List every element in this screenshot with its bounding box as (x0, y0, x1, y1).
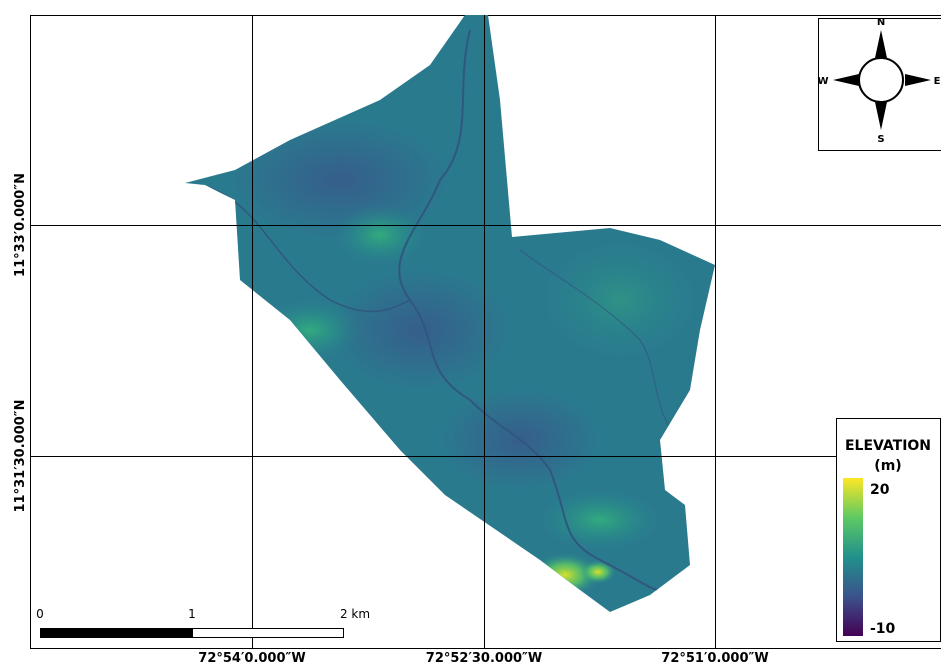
compass-label: N (877, 17, 885, 28)
legend: ELEVATION (m) 20 -10 (837, 419, 941, 642)
legend-max: 20 (870, 482, 890, 498)
scale-label: 0 (36, 607, 44, 621)
compass-label: E (934, 76, 941, 87)
legend-min: -10 (870, 621, 896, 637)
compass-label: W (817, 76, 828, 87)
latitude-label: 11°31′30.000″N (13, 400, 28, 513)
legend-unit: (m) (874, 458, 901, 474)
compass-label: S (877, 134, 884, 145)
scale-label: 2 km (340, 607, 370, 621)
longitude-label: 72°54′0.000″W (198, 651, 305, 664)
map-page: 72°54′0.000″W 72°52′30.000″W 72°51′0.000… (0, 0, 941, 664)
longitude-label: 72°51′0.000″W (661, 651, 768, 664)
color-ramp (843, 478, 863, 636)
latitude-label: 11°33′0.000″N (13, 173, 28, 277)
scale-label: 1 (188, 607, 196, 621)
legend-title: ELEVATION (845, 438, 931, 454)
longitude-label: 72°52′30.000″W (426, 651, 542, 664)
compass: N S W E (817, 17, 941, 151)
